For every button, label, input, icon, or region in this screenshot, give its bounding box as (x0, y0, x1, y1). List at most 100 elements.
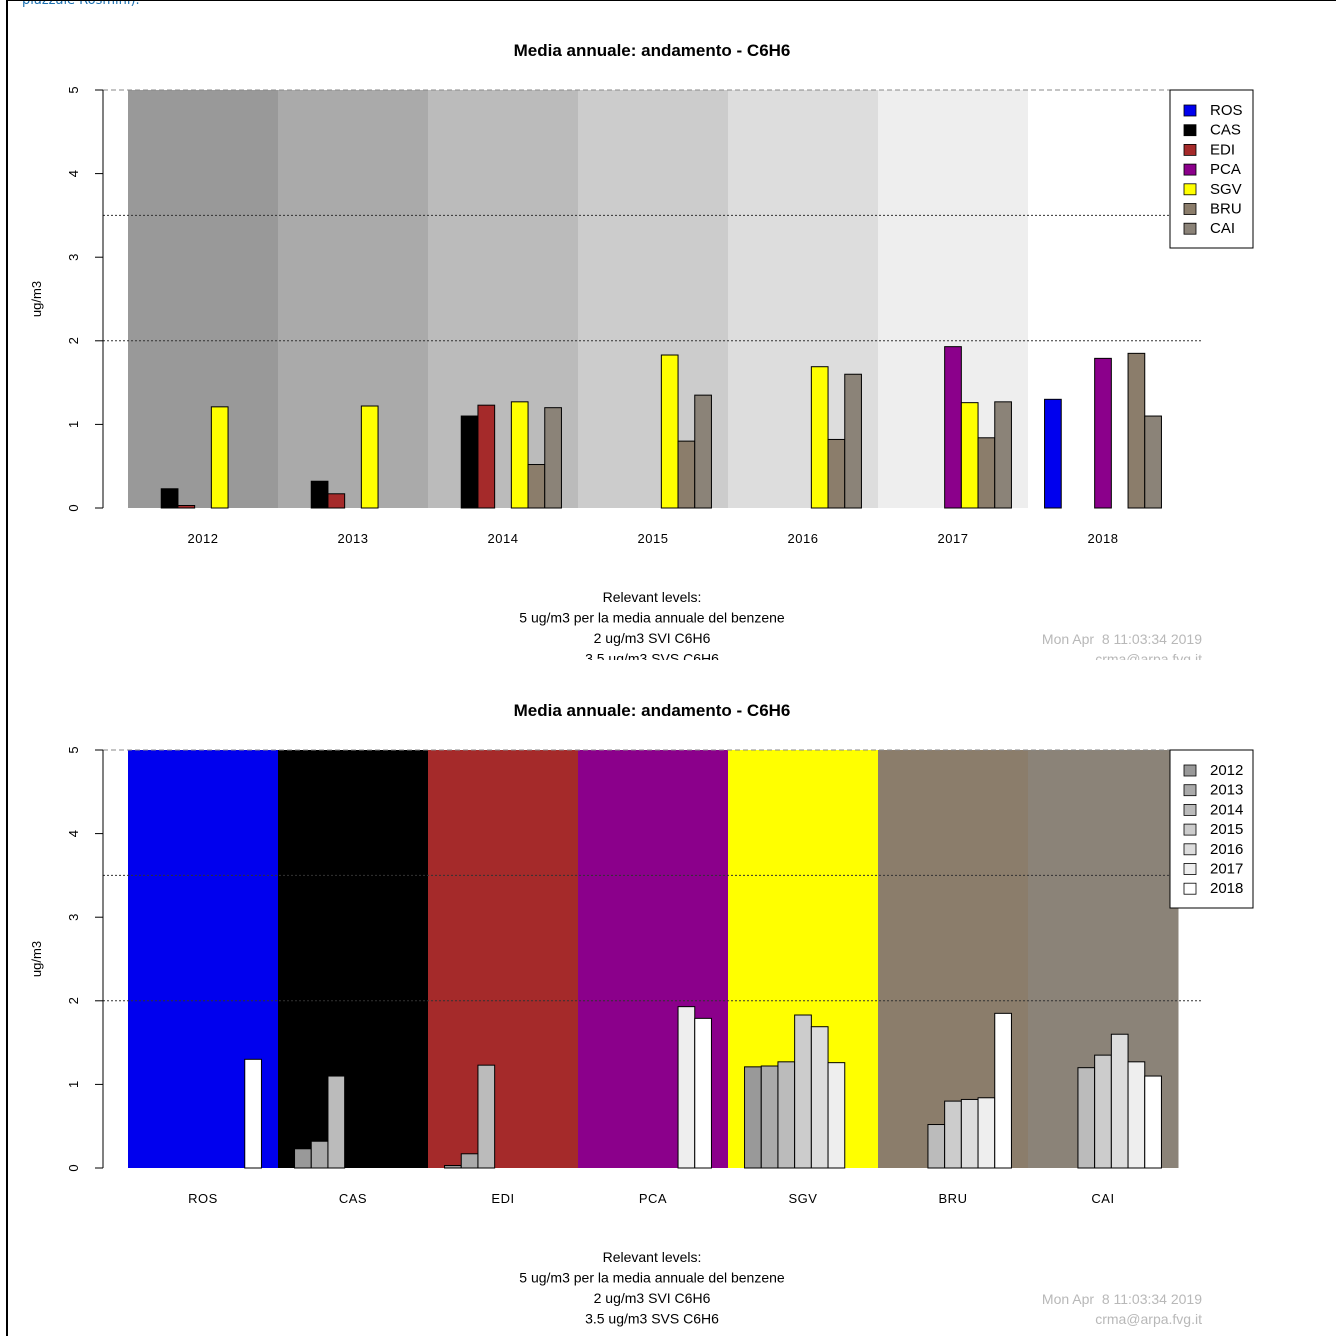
legend-label-2014: 2014 (1210, 801, 1243, 818)
note-line: Relevant levels: (603, 589, 702, 605)
bar-2018-cai (1144, 415, 1162, 509)
legend-label-2016: 2016 (1210, 841, 1243, 858)
bar-2012-cas (160, 488, 179, 509)
bar-2014-cas (460, 415, 479, 509)
y-tick-label: 4 (66, 170, 81, 177)
x-tick-label: EDI (491, 1191, 514, 1206)
note-line: 5 ug/m3 per la media annuale del benzene (519, 610, 785, 626)
note-line: 3.5 ug/m3 SVS C6H6 (585, 651, 719, 661)
legend-swatch-sgv (1183, 183, 1197, 196)
source-link[interactable]: piazzale Rosmini). (22, 0, 140, 8)
chart-by-station: Media annuale: andamento - C6H6 0 1 2 3 4 5 ug/… (29, 701, 1254, 1327)
timestamp-line: Mon Apr 8 11:03:34 2019 (1042, 1291, 1202, 1307)
bar-2017-cai (994, 401, 1012, 509)
bar-2016-bru (827, 438, 846, 509)
x-tick-label: 2012 (188, 531, 219, 546)
x-tick-label: 2017 (938, 531, 969, 546)
band-2013 (278, 90, 429, 508)
y-tick-label: 2 (66, 997, 81, 1004)
legend-swatch-2016 (1183, 843, 1197, 856)
x-tick-label: 2013 (338, 531, 369, 546)
x-tick-label: CAI (1091, 1191, 1114, 1206)
bar-2014-cai (544, 407, 562, 509)
legend-swatch-2012 (1183, 764, 1197, 777)
bar-cas-2012 (294, 1148, 312, 1169)
bar-sgv-2013 (760, 1065, 779, 1169)
y-tick-label: 1 (66, 421, 81, 428)
legend-swatch-2015 (1183, 823, 1197, 836)
legend-label-pca: PCA (1210, 161, 1241, 178)
bar-2015-bru (677, 440, 696, 509)
bar-sgv-2015 (794, 1014, 812, 1169)
legend-swatch-2018 (1183, 882, 1197, 895)
bar-2015-cai (694, 394, 712, 509)
timestamp-line: crma@arpa.fvg.it (1095, 1311, 1202, 1327)
bar-2014-bru (527, 464, 546, 509)
bar-pca-2018 (694, 1017, 712, 1169)
note-line: 2 ug/m3 SVI C6H6 (594, 1290, 711, 1306)
note-line: Relevant levels: (603, 1249, 702, 1265)
legend-label-2018: 2018 (1210, 880, 1243, 897)
bar-bru-2018 (994, 1012, 1012, 1169)
bar-cai-2016 (1110, 1033, 1129, 1169)
bar-2016-cai (844, 373, 862, 509)
legend-label-cai: CAI (1210, 220, 1235, 237)
y-tick-label: 0 (66, 504, 81, 511)
bar-2013-edi (327, 493, 346, 509)
legend-swatch-edi (1183, 143, 1197, 156)
band-2012 (128, 90, 279, 508)
x-tick-label: 2018 (1088, 531, 1119, 546)
bar-bru-2016 (960, 1098, 979, 1169)
note-line: 5 ug/m3 per la media annuale del benzene (519, 1270, 785, 1286)
bar-2012-edi (177, 504, 196, 509)
y-tick-label: 4 (66, 830, 81, 837)
bar-cas-2013 (310, 1140, 329, 1169)
legend-swatch-pca (1183, 163, 1197, 176)
bar-cai-2017 (1127, 1061, 1146, 1169)
bar-cai-2015 (1094, 1054, 1112, 1169)
y-axis-label: ug/m3 (29, 281, 44, 317)
x-tick-label: 2015 (638, 531, 669, 546)
bar-ros-2018 (244, 1058, 262, 1169)
bar-bru-2015 (944, 1100, 962, 1169)
bar-2018-ros (1044, 398, 1062, 509)
legend-label-2015: 2015 (1210, 821, 1243, 838)
y-tick-label: 5 (66, 746, 81, 753)
bar-pca-2017 (677, 1006, 696, 1169)
y-tick-label: 0 (66, 1164, 81, 1171)
bar-2013-sgv (360, 405, 379, 509)
chart-title: Media annuale: andamento - C6H6 (514, 41, 791, 60)
bar-sgv-2014 (777, 1061, 796, 1169)
bar-2014-edi (477, 404, 496, 509)
x-tick-label: BRU (939, 1191, 968, 1206)
legend-swatch-cai (1183, 222, 1197, 235)
legend-label-2012: 2012 (1210, 762, 1243, 779)
bar-2018-bru (1127, 352, 1146, 509)
legend-swatch-cas (1183, 124, 1197, 137)
y-tick-label: 3 (66, 254, 81, 261)
y-tick-label: 3 (66, 914, 81, 921)
bar-2017-pca (944, 346, 962, 509)
legend-swatch-ros (1183, 104, 1197, 117)
bar-2013-cas (310, 480, 329, 509)
bar-edi-2014 (477, 1064, 496, 1169)
bar-bru-2017 (977, 1097, 996, 1169)
chart-by-year: Media annuale: andamento - C6H6 0 1 2 3 4 5 ug/… (29, 41, 1254, 661)
bar-edi-2012 (444, 1164, 462, 1169)
x-tick-label: ROS (188, 1191, 218, 1206)
legend-swatch-2014 (1183, 803, 1197, 816)
timestamp-line: Mon Apr 8 11:03:34 2019 (1042, 631, 1202, 647)
x-tick-label: 2016 (788, 531, 819, 546)
bar-2014-sgv (510, 401, 529, 509)
x-tick-label: PCA (639, 1191, 667, 1206)
legend-label-2017: 2017 (1210, 861, 1243, 878)
bar-bru-2014 (927, 1124, 946, 1169)
legend-label-sgv: SGV (1210, 181, 1242, 198)
y-tick-label: 2 (66, 337, 81, 344)
legend: 2012 2013 2014 2015 2016 2017 2018 (1169, 749, 1254, 909)
legend-label-bru: BRU (1210, 201, 1242, 218)
bar-cas-2014 (327, 1075, 346, 1169)
legend-label-2013: 2013 (1210, 782, 1243, 799)
bar-cai-2018 (1144, 1075, 1162, 1169)
bar-cai-2014 (1077, 1067, 1096, 1169)
